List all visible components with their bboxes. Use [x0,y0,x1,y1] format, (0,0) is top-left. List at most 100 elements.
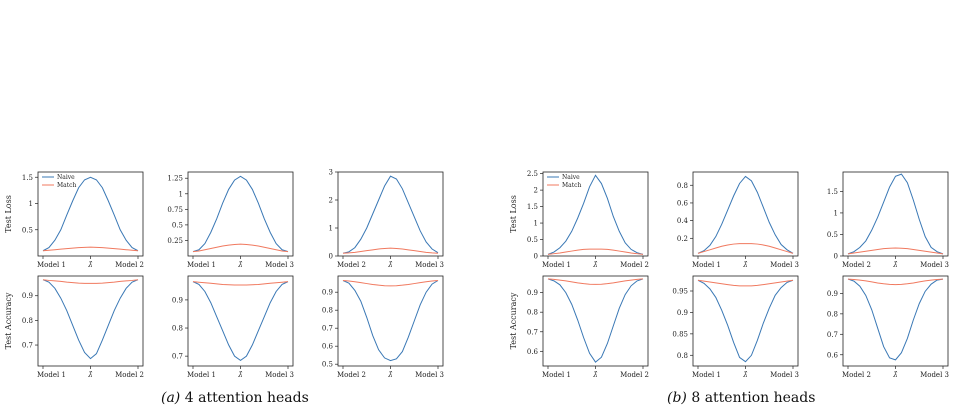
x-tick-label: λ̂ [892,370,897,379]
y-tick-label: 0.7 [172,353,183,361]
x-tick-label: Model 1 [692,261,721,269]
y-axis-label: Test Loss [4,195,13,233]
series-line-naive [342,175,439,254]
y-tick-label: 0.5 [827,231,838,239]
chart-a-accuracy-1: 0.7 0.8 0.9 Model 1 λ̂ Model 2 Test Accuracy [4,275,144,379]
y-tick-label: 0.5 [322,361,333,369]
x-tick-label: Model 1 [542,261,571,269]
x-tick-label: λ̂ [237,370,242,379]
series-line-match [42,246,139,252]
y-tick-label: 3 [329,169,333,177]
chart-b-loss-2: 0.2 0.4 0.6 0.8 Model 1 λ̂ Model 3 [677,171,799,269]
y-tick-label: 1.5 [827,188,838,196]
y-tick-label: 0.8 [677,352,688,360]
y-tick-label: 0.8 [527,309,538,317]
y-tick-label: 0.7 [827,331,838,339]
y-tick-label: 0.95 [672,288,688,296]
series-line-match [547,278,644,285]
chart-b-loss-3: 0 0.5 1 1.5 Model 2 λ̂ Model 3 [827,171,949,269]
x-tick-label: Model 2 [620,261,649,269]
y-tick-label: 0.9 [22,292,33,300]
x-tick-label: Model 2 [620,371,649,379]
plot-frame [842,171,949,257]
series-line-match [847,247,944,255]
x-tick-label: λ̂ [87,260,92,269]
chart-a-loss-1: 0.5 1 1.5 Model 1 λ̂ Model 2 Test Loss NaiveMat… [4,171,144,269]
y-tick-label: 0.6 [677,199,689,207]
x-tick-label: Model 2 [842,261,871,269]
x-tick-label: Model 1 [692,371,721,379]
y-tick-label: 0.7 [322,325,333,333]
series-line-match [192,281,289,286]
x-tick-label: Model 1 [37,371,66,379]
y-tick-label: 0.9 [322,289,333,297]
caption-b-label: (b) [667,390,687,406]
x-tick-label: λ̂ [387,260,392,269]
chart-b-accuracy-2: 0.8 0.85 0.9 0.95 Model 1 λ̂ Model 3 [672,275,799,379]
y-axis-label: Test Accuracy [509,292,518,349]
series-line-match [847,278,944,286]
y-tick-label: 0.5 [172,221,183,229]
y-axis-label: Test Accuracy [4,292,13,349]
x-tick-label: Model 1 [187,371,216,379]
x-tick-label: λ̂ [592,370,597,379]
y-tick-label: 1 [329,225,333,233]
y-axis-label: Test Loss [509,195,518,233]
y-tick-label: 1.5 [527,203,538,211]
y-tick-label: 0.5 [527,236,538,244]
x-tick-label: Model 1 [187,261,216,269]
y-tick-label: 0.8 [322,307,333,315]
y-tick-label: 1.25 [167,175,183,183]
y-tick-label: 0.9 [827,290,838,298]
chart-a-loss-3: 0 1 2 3 Model 2 λ̂ Model 3 [329,169,444,270]
series-line-naive [42,176,139,252]
chart-b-accuracy-3: 0.6 0.7 0.8 0.9 Model 2 λ̂ Model 3 [827,275,949,379]
x-tick-label: λ̂ [742,260,747,269]
plot-frame [187,171,294,257]
x-tick-label: λ̂ [387,370,392,379]
y-tick-label: 0 [834,253,838,261]
x-tick-label: λ̂ [87,370,92,379]
caption-a: (a) 4 attention heads [161,390,309,406]
x-tick-label: Model 3 [265,371,294,379]
chart-a-accuracy-3: 0.5 0.6 0.7 0.8 0.9 Model 2 λ̂ Model 3 [322,275,444,379]
x-tick-label: λ̂ [892,260,897,269]
y-tick-label: 0.2 [677,235,688,243]
caption-b-text: 8 attention heads [691,390,816,406]
series-line-match [192,243,289,253]
plot-frame [692,275,799,367]
x-tick-label: Model 3 [920,371,949,379]
y-tick-label: 0.5 [22,226,33,234]
x-tick-label: Model 3 [265,261,294,269]
series-line-match [342,280,439,287]
legend-label: Match [57,182,76,189]
plot-frame [842,275,949,367]
y-tick-label: 1.5 [22,174,33,182]
y-tick-label: 1 [179,190,183,198]
x-tick-label: λ̂ [237,260,242,269]
legend-label: Match [562,182,581,189]
y-tick-label: 0.8 [172,325,183,333]
series-line-match [42,279,139,284]
y-tick-label: 1 [29,200,33,208]
y-tick-label: 0.9 [527,289,538,297]
x-tick-label: Model 1 [542,371,571,379]
y-tick-label: 0.9 [172,296,183,304]
x-tick-label: Model 3 [770,371,799,379]
series-line-naive [847,173,944,255]
x-tick-label: Model 2 [842,371,871,379]
caption-a-text: 4 attention heads [184,390,309,406]
series-line-match [547,248,644,255]
x-tick-label: Model 2 [115,261,144,269]
series-line-naive [192,281,289,361]
caption-a-label: (a) [161,390,181,406]
series-line-naive [547,278,644,363]
series-line-naive [847,278,944,361]
series-line-naive [697,175,794,254]
y-tick-label: 0.6 [827,351,839,359]
series-line-naive [42,279,139,360]
y-tick-label: 0.6 [527,348,539,356]
x-tick-label: Model 3 [415,261,444,269]
